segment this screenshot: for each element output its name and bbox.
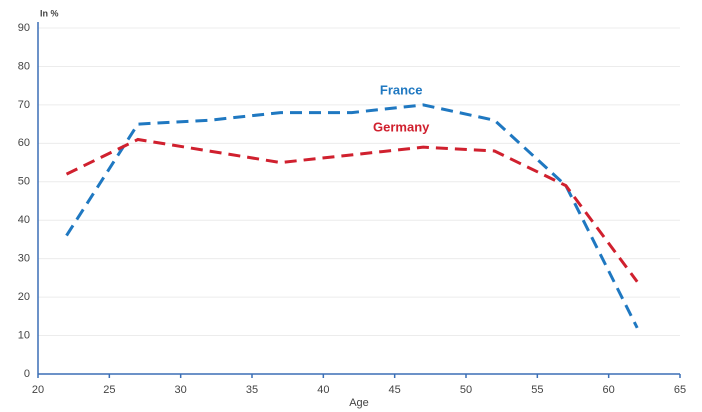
y-tick-label: 80 bbox=[18, 60, 30, 72]
x-tick-label: 25 bbox=[103, 384, 115, 396]
x-tick-label: 40 bbox=[317, 384, 329, 396]
y-tick-label: 30 bbox=[18, 253, 30, 265]
y-tick-label: 40 bbox=[18, 214, 30, 226]
x-tick-label: 65 bbox=[674, 384, 686, 396]
x-tick-label: 45 bbox=[389, 384, 401, 396]
series-line bbox=[65, 103, 639, 329]
x-tick-label: 35 bbox=[246, 384, 258, 396]
y-tick-label: 90 bbox=[18, 22, 30, 34]
series-line bbox=[65, 137, 639, 283]
x-tick-label: 55 bbox=[531, 384, 543, 396]
legend-label: France bbox=[380, 82, 423, 97]
x-tick-label: 30 bbox=[175, 384, 187, 396]
legend-label: Germany bbox=[373, 120, 430, 135]
y-tick-label: 0 bbox=[24, 368, 30, 380]
x-tick-label: 50 bbox=[460, 384, 472, 396]
y-tick-label: 60 bbox=[18, 137, 30, 149]
y-tick-label: 20 bbox=[18, 291, 30, 303]
y-axis-label: In % bbox=[40, 8, 59, 18]
y-tick-label: 70 bbox=[18, 99, 30, 111]
x-tick-label: 60 bbox=[603, 384, 615, 396]
x-tick-label: 20 bbox=[32, 384, 44, 396]
y-tick-label: 10 bbox=[18, 329, 30, 341]
x-axis-label: Age bbox=[349, 397, 369, 409]
y-tick-label: 50 bbox=[18, 176, 30, 188]
